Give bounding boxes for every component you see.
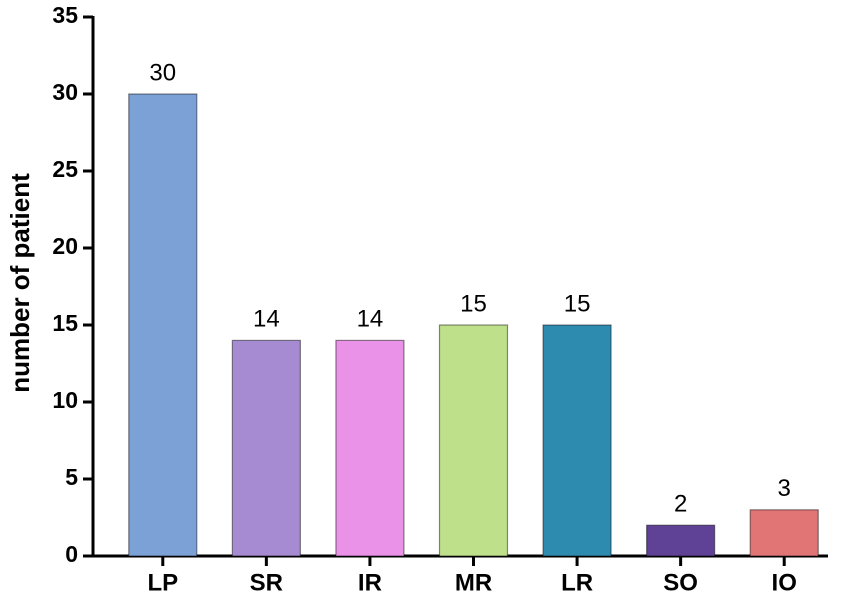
y-tick-label: 15	[52, 310, 78, 336]
x-tick-label: LP	[147, 569, 178, 596]
y-tick-label: 25	[52, 156, 78, 182]
x-tick-label: IO	[772, 569, 797, 596]
bar	[542, 324, 612, 557]
bar	[128, 93, 198, 557]
bar	[646, 524, 716, 557]
x-tick-label: IR	[358, 569, 382, 596]
data-label: 3	[778, 475, 791, 502]
data-label: 15	[460, 290, 487, 317]
data-label: 2	[674, 491, 687, 518]
bar	[335, 339, 405, 557]
y-tick-label: 0	[65, 541, 78, 567]
x-tick-label: SR	[250, 569, 283, 596]
y-tick-label: 20	[52, 233, 78, 259]
y-tick-label: 30	[52, 79, 78, 105]
bar	[231, 339, 301, 557]
x-tick-label: SO	[663, 569, 698, 596]
y-axis-label: number of patient	[5, 173, 35, 393]
data-label: 14	[357, 306, 384, 333]
bar	[438, 324, 509, 557]
bar	[749, 509, 819, 557]
data-label: 30	[149, 59, 176, 86]
x-tick-label: LR	[561, 569, 593, 596]
y-tick-label: 5	[65, 464, 78, 490]
y-tick-label: 10	[52, 387, 78, 413]
data-label: 14	[253, 306, 280, 333]
x-tick-label: MR	[455, 569, 492, 596]
y-tick-label: 35	[52, 2, 78, 28]
data-label: 15	[564, 290, 591, 317]
